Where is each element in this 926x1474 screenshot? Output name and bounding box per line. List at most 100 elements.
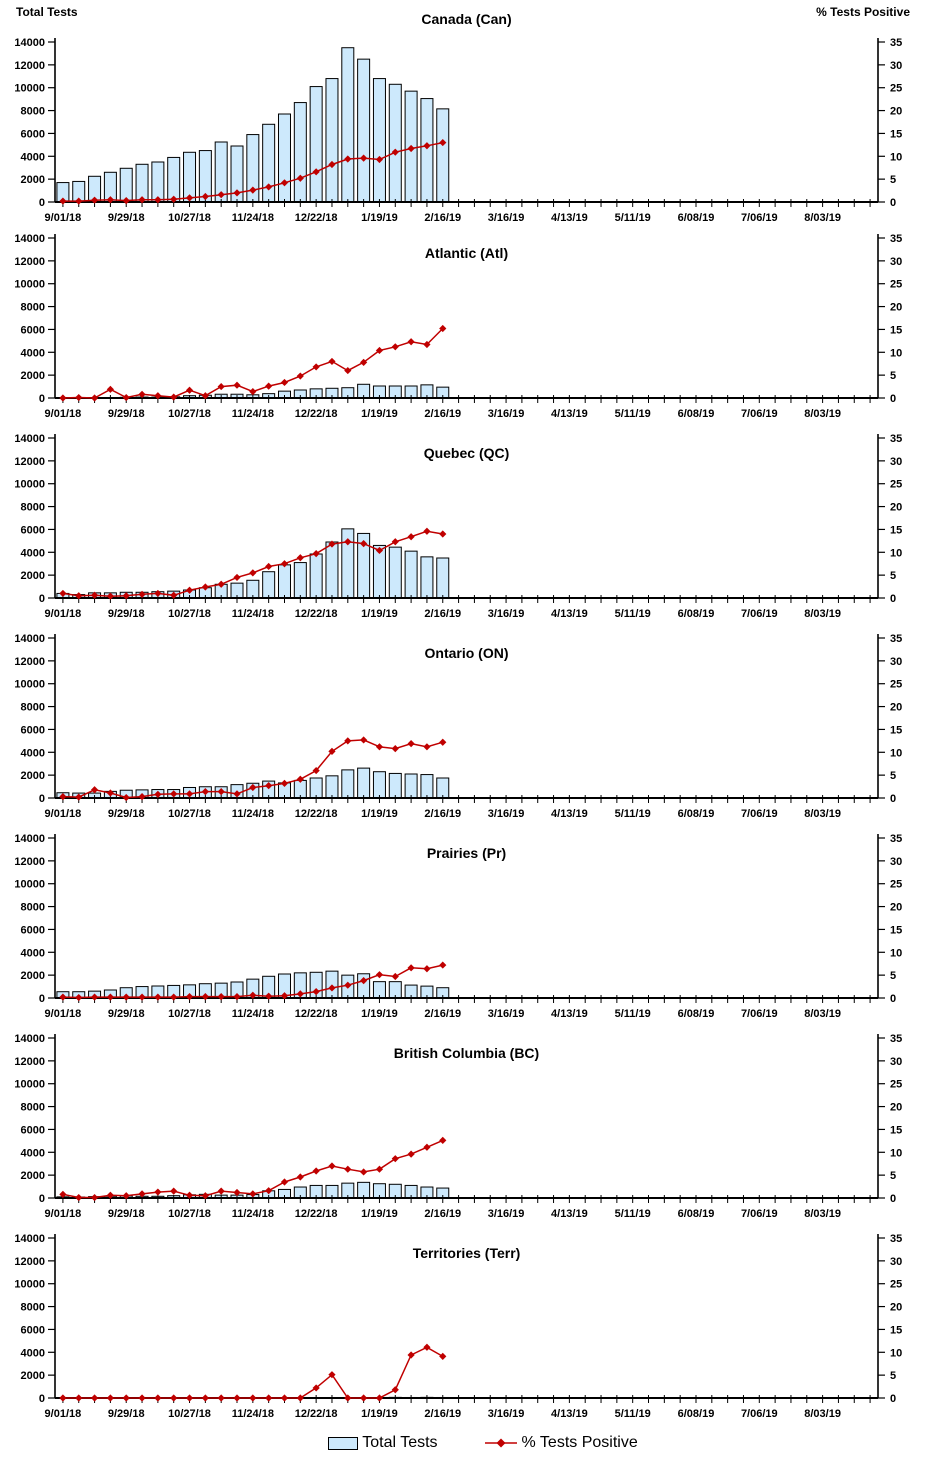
y-left-tick-label: 2000: [21, 174, 45, 186]
pct-positive-marker: [360, 1394, 368, 1402]
x-tick-label: 10/27/18: [168, 1408, 211, 1420]
panel-title: British Columbia (BC): [394, 1045, 539, 1061]
bar-total-tests: [277, 564, 291, 599]
pct-positive-marker: [75, 993, 83, 1002]
x-tick-label: 10/27/18: [168, 808, 211, 820]
bar-total-tests: [119, 167, 133, 203]
pct-positive-marker: [265, 183, 273, 191]
x-tick-label: 9/29/18: [108, 1208, 145, 1220]
bar-total-tests: [388, 772, 402, 799]
legend-item-pct-positive: % Tests Positive: [484, 1435, 638, 1451]
x-tick-label: 4/13/19: [551, 408, 588, 420]
pct-positive-marker: [233, 1394, 241, 1402]
y-right-tick-label: 5: [890, 370, 896, 382]
x-tick-label: 5/11/19: [615, 808, 651, 820]
x-tick-label: 2/16/19: [424, 1008, 461, 1020]
pct-positive-marker: [423, 142, 431, 150]
bar-total-tests: [388, 83, 402, 203]
x-tick-label: 10/27/18: [168, 608, 211, 620]
y-right-tick-label: 20: [890, 702, 902, 714]
bar-total-tests: [262, 571, 276, 599]
x-tick-label: 7/06/19: [741, 1208, 778, 1220]
pct-positive-marker: [296, 174, 304, 182]
y-right-tick-label: 25: [890, 879, 902, 891]
y-left-tick-label: 12000: [14, 1256, 45, 1268]
x-tick-label: 1/19/19: [361, 608, 398, 620]
x-tick-label: 1/19/19: [361, 1408, 398, 1420]
pct-positive-marker: [280, 1178, 289, 1186]
pct-positive-marker: [280, 1394, 289, 1402]
pct-positive-marker: [138, 196, 146, 204]
x-tick-label: 10/27/18: [168, 212, 211, 224]
pct-positive-marker: [185, 1191, 194, 1199]
pct-positive-marker: [59, 1394, 67, 1402]
bar-total-tests: [293, 562, 307, 599]
pct-positive-marker: [423, 965, 431, 973]
y-right-tick-label: 20: [890, 106, 902, 118]
pct-positive-marker: [344, 1165, 352, 1173]
x-tick-label: 8/03/19: [804, 608, 841, 620]
y-right-tick-label: 30: [890, 1256, 902, 1268]
y-left-tick-label: 6000: [21, 1124, 45, 1136]
pct-positive-marker: [328, 160, 336, 169]
x-tick-label: 9/01/18: [45, 1408, 82, 1420]
y-left-tick-label: 0: [39, 993, 45, 1005]
y-left-tick-label: 6000: [21, 324, 45, 336]
pct-positive-marker: [249, 569, 257, 577]
pct-positive-marker: [90, 591, 99, 599]
x-tick-label: 1/19/19: [361, 1008, 398, 1020]
x-tick-label: 9/01/18: [45, 212, 82, 224]
x-tick-label: 5/11/19: [615, 1208, 651, 1220]
x-tick-label: 4/13/19: [551, 1008, 588, 1020]
pct-positive-marker: [249, 186, 257, 194]
y-right-tick-label: 0: [890, 1193, 896, 1205]
x-tick-label: 7/06/19: [741, 608, 778, 620]
pct-positive-marker: [265, 1394, 273, 1402]
panel-territories-terr: Territories (Terr) 0 2000 4000 6000 8000 10000…: [14, 1233, 902, 1420]
pct-positive-marker: [201, 192, 209, 201]
x-tick-label: 12/22/18: [295, 1408, 338, 1420]
y-left-tick-label: 0: [39, 197, 45, 209]
y-left-tick-label: 6000: [21, 724, 45, 736]
y-right-tick-label: 15: [890, 324, 902, 336]
y-right-tick-label: 35: [890, 1233, 902, 1245]
y-left-tick-label: 14000: [14, 433, 45, 445]
y-right-tick-label: 0: [890, 1393, 896, 1405]
y-left-tick-label: 8000: [21, 1102, 45, 1114]
x-tick-label: 12/22/18: [295, 808, 338, 820]
x-tick-label: 2/16/19: [424, 1208, 461, 1220]
pct-positive-marker: [122, 592, 130, 600]
x-tick-label: 6/08/19: [678, 608, 715, 620]
x-tick-label: 9/29/18: [108, 408, 145, 420]
y-left-tick-label: 10000: [14, 479, 45, 491]
pct-positive-marker: [154, 196, 162, 204]
y-left-tick-label: 14000: [14, 833, 45, 845]
x-tick-label: 8/03/19: [804, 408, 841, 420]
pct-positive-marker: [407, 1150, 415, 1158]
pct-positive-marker: [360, 154, 368, 162]
x-tick-label: 9/01/18: [45, 1008, 82, 1020]
pct-positive-marker: [122, 393, 130, 402]
pct-positive-marker: [375, 971, 384, 979]
pct-positive-marker: [391, 148, 399, 156]
pct-positive-marker: [423, 1143, 431, 1151]
bar-total-tests: [388, 546, 402, 599]
x-tick-label: 3/16/19: [488, 808, 525, 820]
y-left-tick-label: 4000: [21, 151, 45, 163]
y-right-tick-label: 35: [890, 833, 902, 845]
y-left-tick-label: 6000: [21, 924, 45, 936]
x-tick-label: 1/19/19: [361, 408, 398, 420]
total-tests-swatch-icon: [328, 1436, 359, 1450]
pct-positive-marker: [360, 736, 368, 744]
bar-total-tests: [357, 58, 371, 203]
pct-positive-marker: [75, 197, 83, 205]
y-right-tick-label: 0: [890, 593, 896, 605]
bar-total-tests: [309, 86, 323, 203]
y-right-tick-label: 10: [890, 747, 902, 759]
x-tick-label: 2/16/19: [424, 608, 461, 620]
x-tick-label: 12/22/18: [295, 1008, 338, 1020]
panel-canada-can: Total Tests % Tests Positive Canada (Can) 0…: [14, 5, 910, 224]
y-left-tick-label: 8000: [21, 106, 45, 118]
x-tick-label: 3/16/19: [488, 1208, 525, 1220]
y-right-tick-label: 15: [890, 1124, 902, 1136]
